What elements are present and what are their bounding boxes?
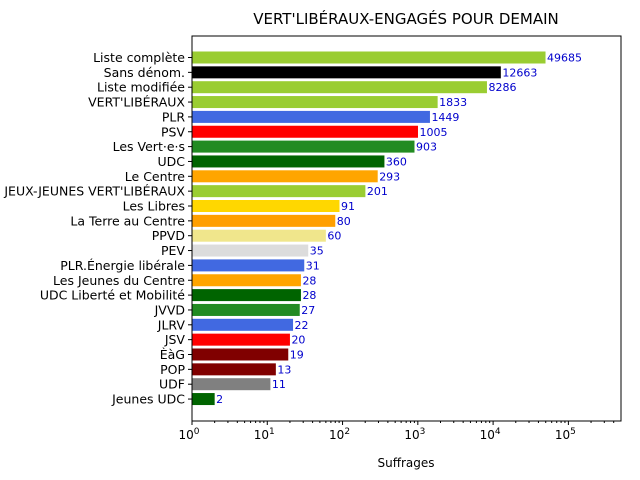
category-label-8: Le Centre <box>125 169 186 184</box>
value-label-3: 1833 <box>439 96 467 109</box>
value-label-4: 1449 <box>431 111 459 124</box>
value-label-8: 293 <box>379 170 400 183</box>
value-labels: 4968512663828618331449100590336029320191… <box>216 52 582 407</box>
value-label-7: 360 <box>386 155 407 168</box>
category-label-4: PLR <box>162 109 186 124</box>
category-label-16: UDC Liberté et Mobilité <box>40 288 185 303</box>
category-label-0: Liste complète <box>93 50 185 65</box>
bar-0 <box>192 51 546 64</box>
category-label-22: UDF <box>159 377 185 392</box>
x-tick-label-0: 100 <box>178 427 199 442</box>
bar-12 <box>192 229 326 242</box>
bar-8 <box>192 170 378 183</box>
value-label-21: 13 <box>277 363 291 376</box>
category-label-3: VERT'LIBÉRAUX <box>88 95 185 110</box>
category-label-6: Les Vert·e·s <box>113 139 185 154</box>
x-tick-label-3: 103 <box>404 427 425 442</box>
bar-22 <box>192 378 271 391</box>
category-label-7: UDC <box>157 154 185 169</box>
value-label-12: 60 <box>327 230 341 243</box>
bar-17 <box>192 303 300 316</box>
value-label-16: 28 <box>302 289 316 302</box>
value-label-18: 22 <box>295 319 309 332</box>
category-label-20: ÈàG <box>160 347 185 362</box>
bar-23 <box>192 393 215 406</box>
bar-2 <box>192 81 487 94</box>
bar-14 <box>192 259 305 272</box>
value-label-6: 903 <box>416 141 437 154</box>
category-label-23: Jeunes UDC <box>111 392 185 407</box>
bar-4 <box>192 110 430 123</box>
bar-7 <box>192 155 385 168</box>
category-label-18: JLRV <box>157 317 186 332</box>
value-label-17: 27 <box>301 304 315 317</box>
category-label-15: Les Jeunes du Centre <box>53 273 185 288</box>
bar-6 <box>192 140 415 153</box>
category-label-19: JSV <box>164 332 186 347</box>
bar-18 <box>192 318 294 331</box>
value-label-0: 49685 <box>547 52 582 65</box>
bar-3 <box>192 96 438 109</box>
x-tick-label-4: 104 <box>480 427 501 442</box>
category-label-5: PSV <box>161 124 185 139</box>
category-label-17: JVVD <box>154 302 185 317</box>
bar-11 <box>192 214 336 227</box>
value-label-23: 2 <box>216 393 223 406</box>
value-label-2: 8286 <box>488 81 516 94</box>
value-label-10: 91 <box>341 200 355 213</box>
x-tick-label-2: 102 <box>329 427 350 442</box>
bar-20 <box>192 348 289 361</box>
value-label-13: 35 <box>310 245 324 258</box>
category-label-9: JEUX-JEUNES VERT'LIBÉRAUX <box>3 184 185 199</box>
bar-10 <box>192 200 340 212</box>
bar-1 <box>192 66 501 79</box>
category-label-21: POP <box>160 362 185 377</box>
value-label-5: 1005 <box>419 126 447 139</box>
plot-frame <box>191 35 622 422</box>
bar-19 <box>192 333 290 346</box>
value-label-1: 12663 <box>502 66 537 79</box>
value-label-11: 80 <box>337 215 351 228</box>
category-label-13: PEV <box>161 243 185 258</box>
bar-16 <box>192 289 301 302</box>
category-label-14: PLR.Énergie libérale <box>60 258 185 273</box>
category-label-12: PPVD <box>152 228 185 243</box>
category-label-1: Sans dénom. <box>104 65 185 80</box>
value-label-20: 19 <box>290 349 304 362</box>
value-label-19: 20 <box>291 334 305 347</box>
value-label-22: 11 <box>272 378 286 391</box>
value-label-9: 201 <box>367 185 388 198</box>
category-label-11: La Terre au Centre <box>70 213 185 228</box>
x-tick-label-1: 101 <box>254 427 275 442</box>
chart-title: VERT'LIBÉRAUX-ENGAGÉS POUR DEMAIN <box>253 9 559 28</box>
value-label-14: 31 <box>306 259 320 272</box>
value-label-15: 28 <box>302 274 316 287</box>
bar-9 <box>192 185 366 198</box>
x-axis-ticks: 100 101 102 103 104 105 <box>178 421 615 442</box>
bar-5 <box>192 125 418 138</box>
bar-13 <box>192 244 309 257</box>
category-label-10: Les Libres <box>123 199 185 214</box>
x-axis-label: Suffrages <box>377 456 434 470</box>
bars-group <box>192 51 546 406</box>
bar-15 <box>192 274 301 287</box>
x-tick-label-5: 105 <box>555 427 576 442</box>
category-label-2: Liste modifiée <box>97 80 185 95</box>
bar-21 <box>192 363 276 376</box>
